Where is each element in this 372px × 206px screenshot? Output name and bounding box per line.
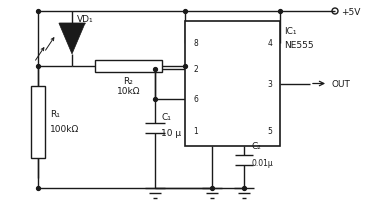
Text: 5: 5 bbox=[267, 127, 272, 136]
Text: VD₁: VD₁ bbox=[77, 15, 94, 24]
Text: 0.01μ: 0.01μ bbox=[252, 158, 274, 167]
Polygon shape bbox=[59, 24, 85, 55]
Text: 100kΩ: 100kΩ bbox=[50, 124, 79, 133]
Text: 1: 1 bbox=[193, 127, 198, 136]
Bar bbox=[185, 22, 280, 146]
Text: OUT: OUT bbox=[332, 80, 351, 89]
Text: R₂: R₂ bbox=[124, 76, 134, 85]
Text: 10kΩ: 10kΩ bbox=[117, 87, 140, 96]
Text: 6: 6 bbox=[193, 95, 198, 103]
Text: 2: 2 bbox=[193, 65, 198, 74]
Text: +5V: +5V bbox=[341, 7, 360, 16]
Text: IC₁: IC₁ bbox=[284, 27, 296, 36]
Text: C₂: C₂ bbox=[252, 141, 262, 150]
Bar bbox=[31, 87, 45, 158]
Text: 10 μ: 10 μ bbox=[161, 128, 181, 137]
Text: NE555: NE555 bbox=[284, 41, 314, 50]
Text: 8: 8 bbox=[193, 39, 198, 48]
Text: 4: 4 bbox=[267, 39, 272, 48]
Text: 3: 3 bbox=[267, 80, 272, 89]
Text: C₁: C₁ bbox=[161, 112, 171, 121]
Text: R₁: R₁ bbox=[50, 110, 60, 119]
Bar bbox=[94, 61, 163, 73]
